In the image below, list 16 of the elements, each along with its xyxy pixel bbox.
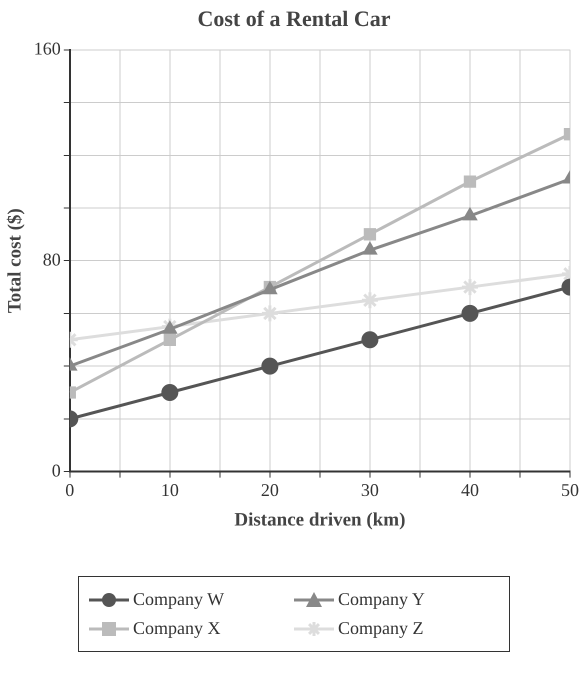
x-tick-label: 30	[360, 480, 379, 500]
x-tick-label: 50	[561, 480, 579, 500]
legend-label: Company Y	[338, 589, 425, 610]
x-tick-label: 40	[460, 480, 479, 500]
y-axis-title: Total cost ($)	[4, 208, 26, 314]
x-tick-label: 10	[160, 480, 179, 500]
y-tick-label: 160	[34, 38, 61, 59]
x-tick-label: 20	[260, 480, 279, 500]
legend-label: Company W	[133, 589, 224, 610]
x-tick-label: 0	[65, 480, 74, 500]
chart-title: Cost of a Rental Car	[196, 6, 392, 33]
legend-label: Company Z	[338, 618, 424, 639]
legend-label: Company X	[133, 618, 220, 639]
x-axis-title: Distance driven (km)	[234, 510, 406, 531]
y-tick-label: 0	[52, 460, 61, 480]
y-tick-label: 80	[42, 249, 61, 270]
